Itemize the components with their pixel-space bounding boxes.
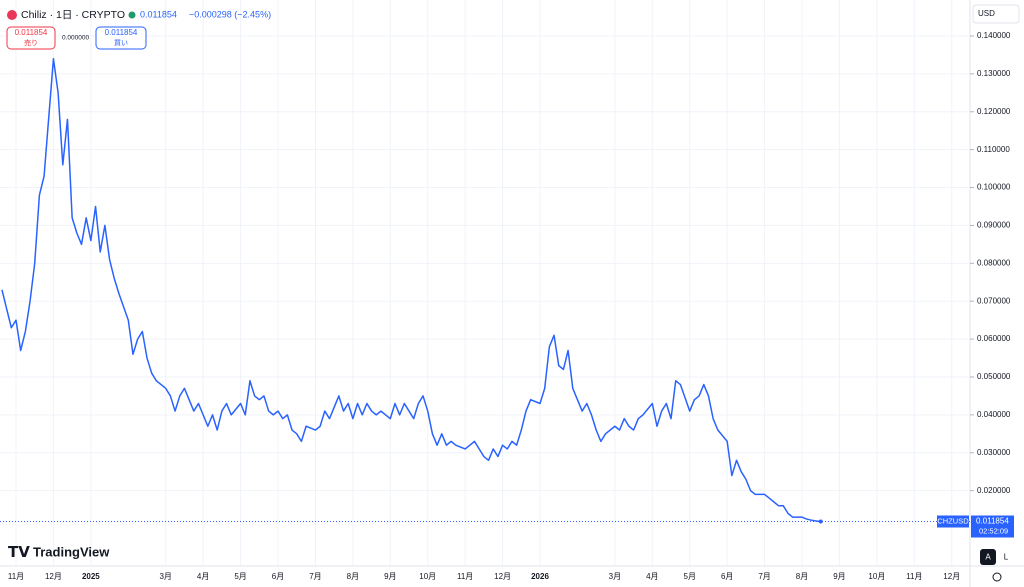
x-tick-label: 8月: [347, 572, 359, 581]
x-tick-label: 12月: [943, 572, 960, 581]
x-tick-label: 10月: [419, 572, 436, 581]
x-tick-label: 7月: [758, 572, 770, 581]
x-tick-label: 8月: [796, 572, 808, 581]
plot: [0, 57, 970, 524]
y-tick-label: 0.110000: [977, 145, 1010, 154]
price-tag-label: 0.011854: [976, 517, 1009, 526]
x-tick-label: 5月: [684, 572, 696, 581]
sell-button[interactable]: [6, 26, 56, 50]
x-tick-label: 11月: [8, 572, 24, 581]
y-tick-label: 0.040000: [977, 410, 1011, 419]
ticker: CHZUSD: [937, 516, 969, 525]
log-scale: L: [1004, 553, 1009, 562]
x-tick-label: 12月: [45, 572, 62, 581]
x-tick-label: 6月: [272, 572, 284, 581]
buy-button[interactable]: [95, 26, 147, 50]
spread: 0.000000: [62, 35, 89, 42]
y-tick-label: 0.120000: [977, 107, 1011, 116]
y-tick-label: 0.070000: [977, 296, 1011, 305]
price-tag: [971, 515, 1014, 538]
buy-price: 0.011854: [105, 28, 138, 37]
auto-scale-button[interactable]: [980, 549, 996, 565]
brand: TradingView: [33, 544, 110, 559]
x-tick-label: 6月: [721, 572, 733, 581]
x-tick-label: 2026: [531, 572, 549, 581]
x-tick-label: 12月: [494, 572, 511, 581]
symbol-title: Chiliz · 1日 · CRYPTO: [21, 9, 125, 21]
sell-label: 売り: [24, 38, 38, 47]
price-line: [1, 57, 821, 523]
auto-scale: A: [985, 553, 991, 562]
y-tick-label: 0.080000: [977, 258, 1011, 267]
status-dot: [128, 11, 136, 19]
currency: USD: [978, 9, 995, 18]
y-tick-label: 0.060000: [977, 334, 1011, 343]
countdown: 02:52:09: [979, 526, 1008, 535]
settings-button[interactable]: [992, 572, 1002, 582]
logo-mark: 𝗧𝗩: [8, 544, 30, 561]
buy-label: 買い: [114, 39, 128, 47]
price-change: −0.000298 (−2.45%): [189, 9, 271, 19]
y-tick-label: 0.090000: [977, 221, 1011, 230]
grid: [0, 0, 970, 566]
x-tick-label: 9月: [384, 572, 396, 581]
symbol-icon: [7, 10, 17, 20]
last-price: 0.011854: [140, 9, 177, 19]
x-tick-label: 11月: [457, 572, 473, 581]
sell-price: 0.011854: [15, 28, 48, 37]
y-tick-label: 0.020000: [977, 486, 1011, 495]
x-tick-label: 4月: [197, 572, 209, 581]
y-tick-label: 0.140000: [977, 31, 1011, 40]
y-tick-label: 0.050000: [977, 372, 1011, 381]
y-tick-label: 0.100000: [977, 183, 1011, 192]
x-tick-label: 2025: [82, 572, 100, 581]
x-tick-label: 9月: [833, 572, 845, 581]
last-point: [818, 519, 823, 524]
x-tick-label: 7月: [309, 572, 321, 581]
ticker-tag: [937, 515, 969, 528]
x-tick-label: 4月: [646, 572, 658, 581]
x-tick-label: 3月: [159, 572, 171, 581]
x-tick-label: 5月: [234, 572, 246, 581]
x-tick-label: 3月: [609, 572, 621, 581]
x-tick-label: 10月: [868, 572, 885, 581]
y-tick-label: 0.130000: [977, 69, 1011, 78]
y-tick-label: 0.030000: [977, 448, 1011, 457]
x-tick-label: 11月: [906, 572, 922, 581]
currency-button[interactable]: [972, 4, 1020, 24]
